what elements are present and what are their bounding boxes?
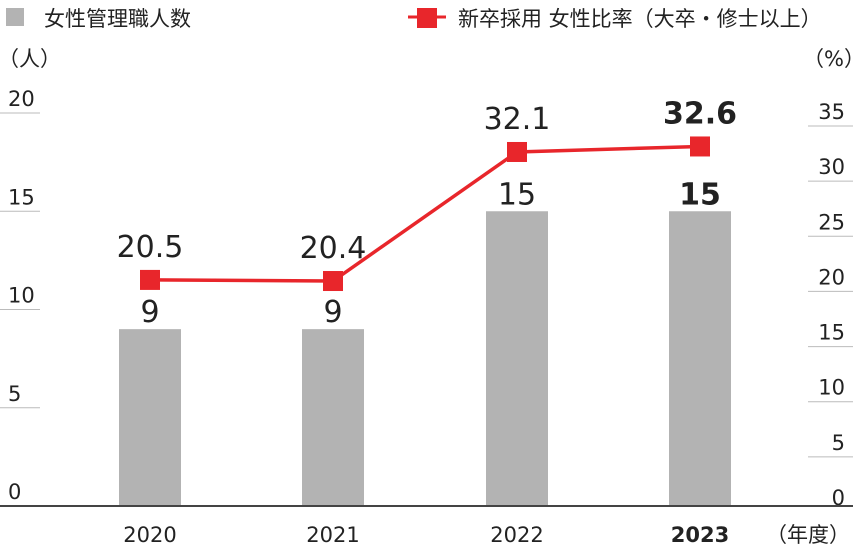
line-marker-2023 [690, 136, 710, 157]
bar-series [119, 211, 731, 506]
line-value-label-2020: 20.5 [117, 230, 184, 265]
right-tick-label: 5 [832, 431, 845, 455]
line-marker-2022 [507, 141, 527, 162]
right-tick-label: 25 [818, 210, 845, 234]
right-tick-label: 20 [818, 265, 845, 289]
line-value-label-2021: 20.4 [300, 231, 367, 266]
right-axis-unit: （%） [803, 47, 853, 71]
right-tick: 35 [808, 100, 853, 127]
left-tick: 10 [0, 284, 40, 310]
left-tick-label: 0 [8, 480, 21, 504]
line-marker-2021 [323, 271, 343, 292]
right-tick-label: 10 [818, 376, 845, 400]
left-tick: 5 [0, 382, 40, 409]
bar-value-label-2023: 15 [679, 177, 721, 212]
line-path [149, 144, 701, 283]
x-axis-unit: （年度） [766, 523, 850, 547]
right-tick-label: 15 [818, 321, 845, 345]
bar-2023 [669, 211, 731, 506]
left-axis-unit: （人） [0, 47, 61, 71]
right-axis: 0 5 10 15 20 25 30 35 [808, 100, 853, 510]
right-tick-label: 35 [818, 100, 845, 124]
bar-2020 [119, 329, 181, 506]
x-tick-label-2021: 2021 [306, 523, 359, 547]
bar-value-label-2020: 9 [140, 295, 159, 330]
left-tick: 15 [0, 185, 40, 212]
right-tick-label: 0 [832, 486, 845, 510]
line-marker-2020 [140, 269, 160, 290]
legend-bar-swatch [6, 8, 24, 26]
legend-bar-label: 女性管理職人数 [44, 7, 191, 31]
right-tick-label: 30 [818, 155, 845, 179]
right-tick: 0 [832, 486, 845, 510]
line-series [140, 136, 710, 292]
x-tick-label-2022: 2022 [490, 523, 543, 547]
legend-line-label: 新卒採用 女性比率（大卒・修士以上） [458, 7, 822, 31]
right-tick: 15 [808, 321, 853, 348]
bar-value-label-2021: 9 [323, 295, 342, 330]
bar-2022 [486, 211, 548, 506]
left-tick: 0 [8, 480, 21, 504]
right-tick: 20 [808, 265, 853, 292]
x-tick-label-2020: 2020 [123, 523, 176, 547]
left-axis: 0 5 10 15 20 [0, 87, 40, 504]
x-axis-labels: 2020 2021 2022 2023 [123, 523, 729, 547]
left-tick-label: 10 [8, 284, 35, 308]
data-labels: 9 9 15 15 20.5 20.4 32.1 32.6 [117, 96, 737, 330]
bar-value-label-2022: 15 [498, 177, 536, 212]
left-tick-label: 20 [8, 87, 35, 111]
line-value-label-2022: 32.1 [484, 102, 551, 137]
legend: 女性管理職人数 新卒採用 女性比率（大卒・修士以上） [6, 7, 822, 31]
left-tick-label: 5 [8, 382, 21, 406]
left-tick-label: 15 [8, 185, 35, 209]
right-tick: 5 [808, 431, 853, 458]
right-tick: 25 [808, 210, 853, 237]
x-tick-label-2023: 2023 [671, 523, 729, 547]
left-tick: 20 [0, 87, 40, 114]
bar-2021 [302, 329, 364, 506]
legend-line-swatch-marker [417, 8, 437, 28]
right-tick: 10 [808, 376, 853, 403]
right-tick: 30 [808, 155, 853, 182]
line-value-label-2023: 32.6 [663, 96, 737, 131]
